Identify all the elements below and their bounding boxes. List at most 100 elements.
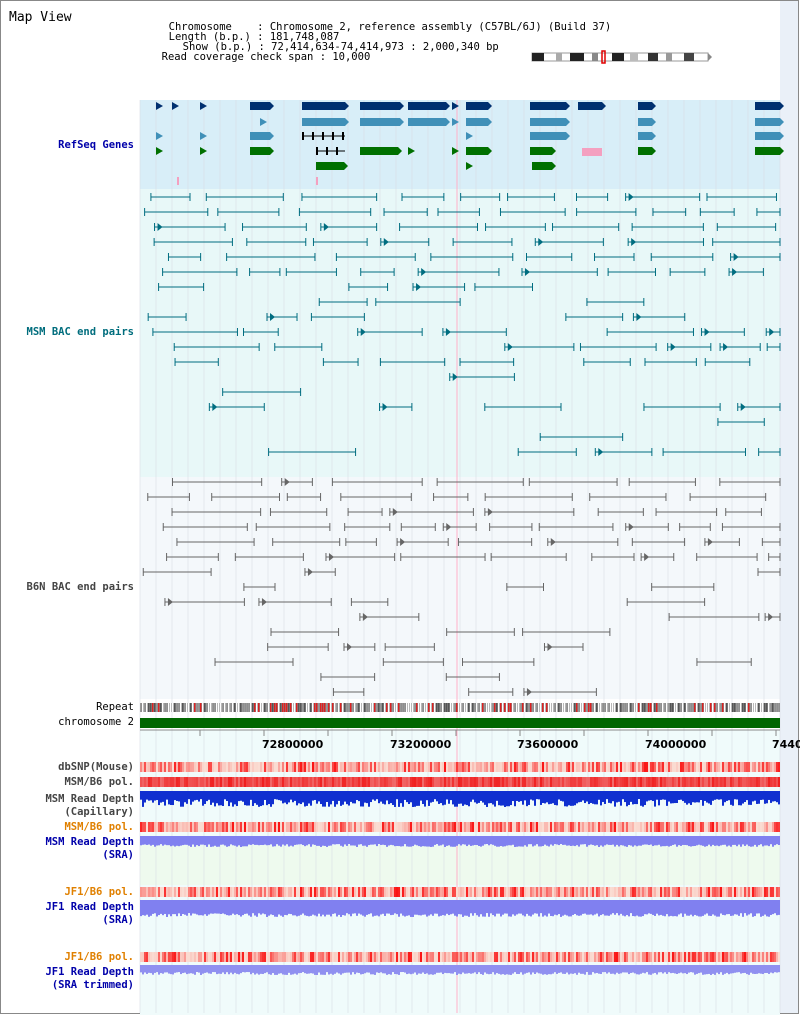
track-label-b6n-bac[interactable]: B6N BAC end pairs [26,581,134,593]
heat-cell [264,887,266,897]
track-label-jf1-read-depth-trimmed[interactable]: JF1 Read Depth [45,966,134,978]
bac-arrow [421,268,427,276]
depth-bar [752,900,754,917]
heat-cell [638,887,640,897]
track-label-jf1-b6-pol-trimmed[interactable]: JF1/B6 pol. [64,951,134,963]
heat-cell [364,952,366,962]
depth-bar [228,900,230,916]
depth-bar [156,965,158,973]
heat-cell [566,777,568,787]
depth-bar [374,965,376,975]
repeat-element [216,703,218,712]
heat-cell [390,822,392,832]
heat-cell [242,887,244,897]
repeat-element [208,703,210,712]
depth-bar [474,791,476,803]
track-label-refseq[interactable]: RefSeq Genes [58,139,134,151]
depth-bar [594,965,596,974]
repeat-element [552,703,554,712]
heat-cell [454,887,456,897]
heat-cell [596,952,598,962]
depth-bar [322,791,324,807]
depth-bar [476,836,478,846]
depth-bar [508,836,510,846]
track-label-msm-b6-pol-sra[interactable]: MSM/B6 pol. [64,821,134,833]
depth-bar [362,791,364,807]
depth-bar [552,965,554,974]
refseq-genes-track[interactable] [156,102,784,185]
b6n-bac-end-pairs-track[interactable] [142,478,781,696]
heat-cell [236,952,238,962]
heat-cell [566,762,568,772]
track-label-msm-b6-pol[interactable]: MSM/B6 pol. [64,776,134,788]
heat-cell [176,952,178,962]
heat-cell [394,777,396,787]
msm-bac-end-pairs-track[interactable] [144,193,781,456]
track-label-repeat[interactable]: Repeat [96,701,134,713]
depth-bar [430,965,432,975]
depth-bar [516,836,518,847]
track-label-jf1-b6-pol[interactable]: JF1/B6 pol. [64,886,134,898]
depth-bar [270,965,272,975]
heat-cell [244,887,246,897]
heat-cell [254,952,256,962]
heat-cell [486,952,488,962]
track-label-chromosome[interactable]: chromosome 2 [58,716,134,728]
depth-bar [712,900,714,915]
heat-cell [664,887,666,897]
bac-arrow [446,523,452,531]
read-depth-tracks[interactable] [140,791,780,975]
heat-cell [200,952,202,962]
chromosome-bar[interactable] [140,718,780,728]
chromosome-ideogram[interactable] [531,50,712,64]
heat-cell [238,762,240,772]
depth-bar [220,900,222,914]
heat-cell [752,952,754,962]
repeat-element [448,703,450,712]
track-label-msm-bac[interactable]: MSM BAC end pairs [26,326,134,338]
track-label-jf1-read-depth[interactable]: JF1 Read Depth [45,901,134,913]
depth-bar [424,836,426,847]
heat-cell [266,952,268,962]
heat-cell [186,952,188,962]
heat-cell [570,822,572,832]
track-label-msm-read-depth-sra[interactable]: MSM Read Depth [45,836,134,848]
depth-bar [664,836,666,847]
heat-cell [164,887,166,897]
repeat-element [428,703,430,712]
depth-bar [258,900,260,914]
depth-bar [490,900,492,914]
depth-bar [580,965,582,974]
depth-bar [216,900,218,914]
track-label-msm-read-depth-capillary[interactable]: MSM Read Depth [45,793,134,805]
heat-cell [632,887,634,897]
repeat-track[interactable] [140,703,780,712]
heat-cell [274,777,276,787]
depth-bar [354,836,356,846]
depth-bar [668,900,670,917]
polymorphism-heat-tracks[interactable] [140,762,780,962]
depth-bar [560,791,562,801]
heat-cell [720,762,722,772]
heat-cell [634,822,636,832]
bac-arrow [670,343,676,351]
depth-bar [664,965,666,973]
heat-cell [282,822,284,832]
gene-arrow [345,118,349,126]
heat-cell [422,952,424,962]
track-label-dbsnp[interactable]: dbSNP(Mouse) [58,761,134,773]
depth-bar [292,836,294,847]
heat-cell [530,777,532,787]
heat-cell [766,762,768,772]
depth-bar [682,965,684,974]
depth-bar [674,900,676,917]
depth-bar [262,900,264,914]
depth-bar [724,791,726,803]
heat-cell [284,762,286,772]
depth-bar [688,965,690,973]
heat-cell [502,887,504,897]
depth-bar [530,791,532,800]
repeat-element [412,703,414,712]
heat-cell [718,777,720,787]
